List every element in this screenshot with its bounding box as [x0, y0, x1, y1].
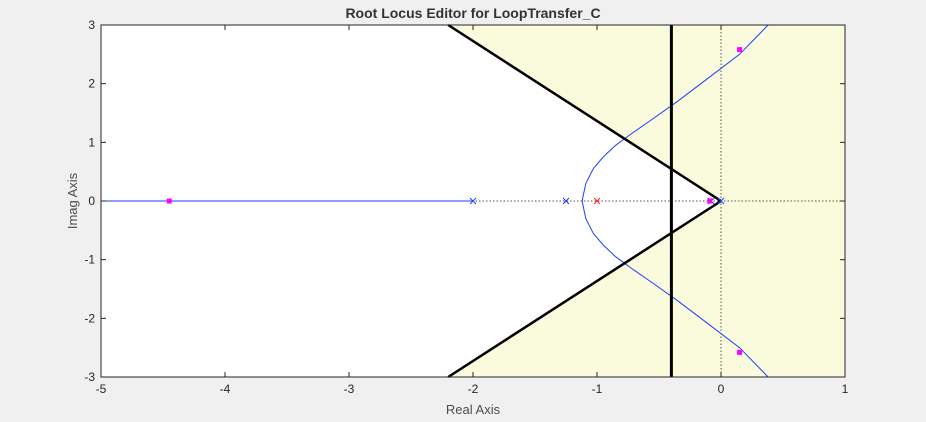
plot-area[interactable] — [100, 23, 846, 379]
x-axis-label: Real Axis — [446, 402, 501, 417]
pole-stroke — [593, 197, 601, 205]
pole-stroke — [562, 197, 570, 205]
y-axis-label: Imag Axis — [65, 172, 80, 229]
y-tick-label: -3 — [84, 370, 95, 384]
damping-constraint-line-1 — [447, 23, 722, 203]
closed-loop-pole-5 — [737, 349, 743, 355]
closed-loop-pole-1 — [166, 198, 172, 204]
damping-constraint-line-2 — [447, 199, 722, 379]
locus-branch-3 — [581, 24, 769, 202]
y-ticks: -3 -2 -1 0 1 2 3 — [84, 18, 845, 384]
chart-title: Root Locus Editor for LoopTransfer_C — [345, 5, 600, 21]
open-loop-pole-2 — [562, 197, 570, 205]
x-tick-label: -5 — [96, 382, 107, 396]
closed-loop-pole-3 — [707, 198, 713, 204]
pole-stroke — [717, 197, 725, 205]
x-tick-label: 0 — [718, 382, 725, 396]
y-tick-label: -2 — [84, 311, 95, 325]
open-loop-pole-3 — [717, 197, 725, 205]
x-tick-label: -3 — [344, 382, 355, 396]
y-tick-label: 2 — [88, 77, 95, 91]
x-ticks: -5 -4 -3 -2 -1 0 1 — [96, 25, 849, 396]
y-tick-label: 3 — [88, 18, 95, 32]
open-loop-pole-1 — [469, 197, 477, 205]
x-tick-label: 1 — [842, 382, 849, 396]
locus-branch-2 — [581, 200, 769, 378]
pole-stroke — [469, 197, 477, 205]
closed-loop-pole-2 — [593, 197, 601, 205]
closed-loop-pole-4 — [737, 47, 743, 53]
y-tick-label: 1 — [88, 135, 95, 149]
x-tick-label: -2 — [468, 382, 479, 396]
y-tick-label: 0 — [88, 194, 95, 208]
y-tick-label: -1 — [84, 253, 95, 267]
x-tick-label: -1 — [592, 382, 603, 396]
x-tick-label: -4 — [220, 382, 231, 396]
